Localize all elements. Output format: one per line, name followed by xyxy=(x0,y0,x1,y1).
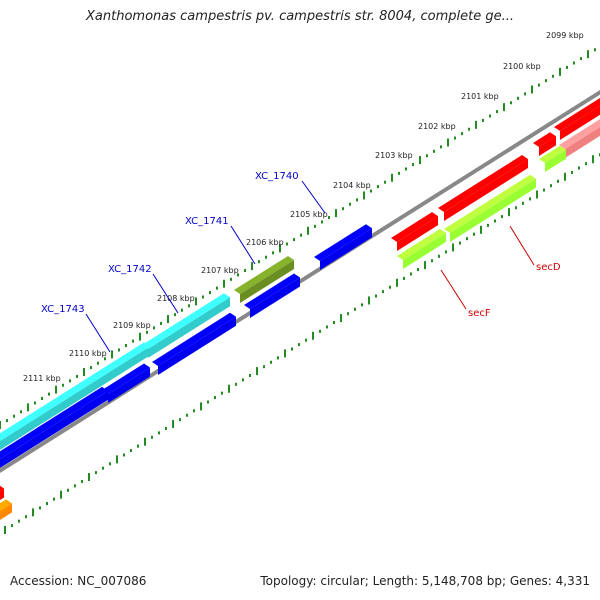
kbp-label: 2108 kbp xyxy=(157,294,195,303)
kbp-label: 2105 kbp xyxy=(290,210,328,219)
map-title: Xanthomonas campestris pv. campestris st… xyxy=(86,9,514,24)
gene-pink-1[interactable] xyxy=(559,117,600,158)
gene-secD[interactable] xyxy=(444,174,536,242)
kbp-label: 2111 kbp xyxy=(23,374,61,383)
kbp-scale-labels: 2099 kbp 2100 kbp 2101 kbp 2102 kbp 2103 kbp… xyxy=(23,31,584,383)
kbp-label: 2100 kbp xyxy=(503,62,541,71)
inner-scale-ticks xyxy=(4,153,600,534)
gene-blue-4[interactable] xyxy=(244,273,300,318)
kbp-label: 2101 kbp xyxy=(461,92,499,101)
gene-label-xc-1742[interactable]: XC_1742 xyxy=(108,264,152,275)
gene-xc-1743b[interactable] xyxy=(142,293,230,358)
gene-red-4[interactable] xyxy=(554,95,600,140)
leader-line xyxy=(230,225,256,265)
accession-label: Accession: NC_007086 xyxy=(10,574,147,588)
leader-line xyxy=(85,313,111,353)
leader-line xyxy=(152,273,179,314)
gene-red-edge[interactable] xyxy=(0,484,4,500)
gene-red-1[interactable] xyxy=(391,212,438,251)
gene-labels: XC_1740 XC_1741 XC_1742 XC_1743 secD secF xyxy=(41,171,561,319)
outer-scale-ticks xyxy=(0,48,596,429)
kbp-label: 2104 kbp xyxy=(333,181,371,190)
kbp-label: 2107 kbp xyxy=(201,266,239,275)
gene-lime-3[interactable] xyxy=(539,145,566,172)
gene-features xyxy=(0,95,600,520)
gene-label-xc-1740[interactable]: XC_1740 xyxy=(255,171,299,182)
leader-line xyxy=(301,180,326,214)
gene-xc-1740[interactable] xyxy=(314,224,372,270)
gene-red-3[interactable] xyxy=(533,132,556,156)
gene-blue-3[interactable] xyxy=(152,312,236,375)
gene-secF[interactable] xyxy=(397,228,446,269)
genome-summary: Topology: circular; Length: 5,148,708 bp… xyxy=(260,574,590,588)
gene-orange-1[interactable] xyxy=(0,499,12,520)
gene-xc-1741[interactable] xyxy=(234,255,294,303)
gene-label-secd[interactable]: secD xyxy=(536,262,561,273)
gene-blue-1[interactable] xyxy=(0,386,108,468)
kbp-label: 2102 kbp xyxy=(418,122,456,131)
gene-blue-2[interactable] xyxy=(102,363,150,403)
label-leader-lines xyxy=(85,180,535,353)
kbp-label: 2099 kbp xyxy=(546,31,584,40)
leader-line xyxy=(440,269,467,310)
gene-label-xc-1743[interactable]: XC_1743 xyxy=(41,304,85,315)
gene-label-xc-1741[interactable]: XC_1741 xyxy=(185,216,229,227)
gene-red-2[interactable] xyxy=(438,155,528,221)
leader-line xyxy=(509,225,535,266)
gene-label-secf[interactable]: secF xyxy=(468,308,491,319)
kbp-label: 2109 kbp xyxy=(113,321,151,330)
kbp-label: 2110 kbp xyxy=(69,349,107,358)
kbp-label: 2103 kbp xyxy=(375,151,413,160)
gene-xc-1743[interactable] xyxy=(0,342,150,450)
kbp-label: 2106 kbp xyxy=(246,238,284,247)
